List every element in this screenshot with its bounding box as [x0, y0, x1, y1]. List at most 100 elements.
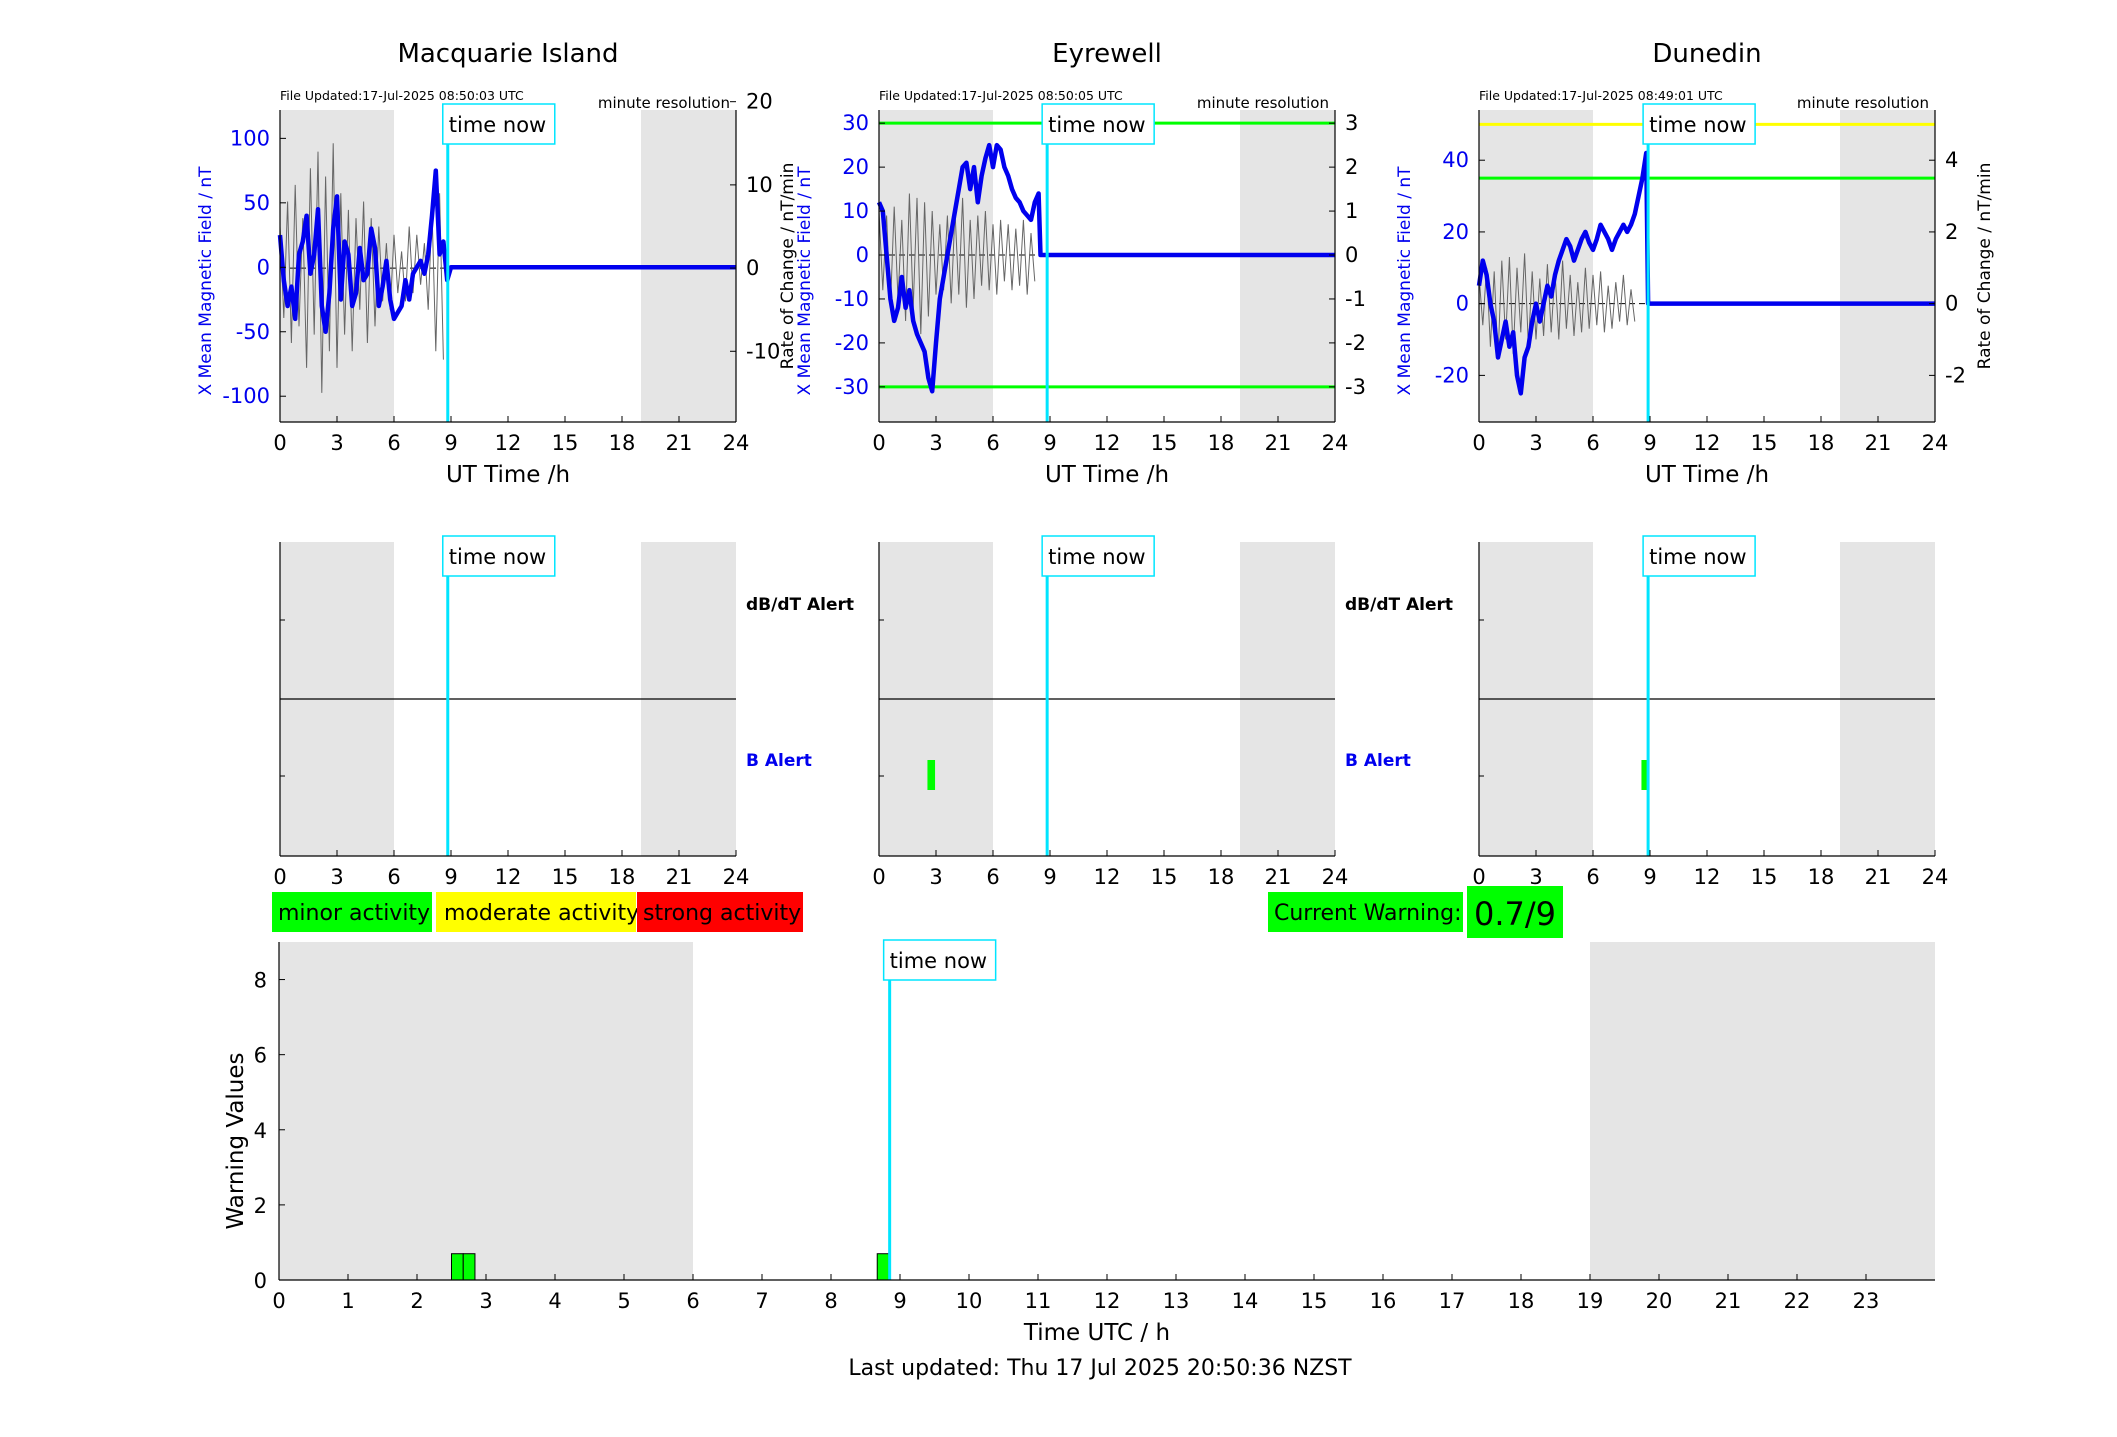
time-now-label: time now: [1048, 545, 1145, 569]
y-left-tick-label: -20: [1435, 363, 1469, 387]
y-left-axis-label: X Mean Magnetic Field / nT: [196, 166, 216, 396]
x-tick-label: 24: [1922, 865, 1949, 889]
time-now-box: [882, 939, 997, 981]
x-tick-label: 9: [1043, 865, 1056, 889]
x-axis-label: UT Time /h: [446, 462, 570, 488]
legend-moderate-swatch: [436, 892, 636, 932]
x-tick-label: 9: [893, 1289, 906, 1313]
y-left-tick-label: -50: [236, 320, 270, 344]
y-left-tick-label: 10: [842, 199, 869, 223]
x-tick-label: 6: [1586, 431, 1599, 455]
alert-plots: time now 0 3 6 9 12 15 18 21 24 dB/dT Alert B Alert…: [273, 535, 1949, 889]
y-right-tick-label: -2: [1945, 363, 1966, 387]
x-tick-label: 18: [1208, 865, 1235, 889]
file-updated: File Updated:17-Jul-2025 08:49:01 UTC: [1479, 88, 1723, 103]
y-left-tick-label: -20: [835, 331, 869, 355]
x-tick-label: 4: [548, 1289, 561, 1313]
file-updated: File Updated:17-Jul-2025 08:50:03 UTC: [280, 88, 524, 103]
night-shading: [279, 942, 693, 1280]
y-left-tick-label: 100: [230, 126, 270, 150]
warning-bar: [451, 1253, 464, 1281]
x-tick-label: 21: [1265, 865, 1292, 889]
time-now-label: time now: [449, 545, 546, 569]
x-tick-label: 16: [1370, 1289, 1397, 1313]
x-tick-label: 12: [495, 865, 522, 889]
x-tick-label: 18: [1208, 431, 1235, 455]
night-shading: [1840, 110, 1935, 422]
station-title: Eyrewell: [1052, 39, 1162, 69]
x-tick-label: 18: [1808, 865, 1835, 889]
x-tick-label: 12: [1694, 431, 1721, 455]
x-tick-label: 9: [444, 865, 457, 889]
x-tick-label: 18: [609, 431, 636, 455]
y-right-tick-label: 3: [1345, 111, 1358, 135]
x-tick-label: 2: [410, 1289, 423, 1313]
x-tick-label: 9: [444, 431, 457, 455]
x-tick-label: 0: [1472, 865, 1485, 889]
y-left-tick-label: 50: [243, 191, 270, 215]
y-left-tick-label: 40: [1442, 148, 1469, 172]
night-shading: [1240, 110, 1335, 422]
night-shading: [1479, 110, 1593, 422]
station-title: Dunedin: [1652, 39, 1761, 69]
x-field-series-line: [1476, 150, 1935, 396]
x-tick-label: 12: [1094, 865, 1121, 889]
current-warning-value: 0.7/9: [1474, 895, 1556, 933]
x-tick-label: 12: [1694, 865, 1721, 889]
x-tick-label: 12: [1094, 431, 1121, 455]
time-now-label: time now: [1649, 545, 1746, 569]
x-tick-label: 15: [1751, 865, 1778, 889]
x-tick-label: 6: [1586, 865, 1599, 889]
y-tick-label: 6: [254, 1044, 267, 1068]
x-tick-label: 6: [387, 431, 400, 455]
time-now-label: time now: [449, 113, 546, 137]
x-tick-label: 23: [1853, 1289, 1880, 1313]
x-tick-label: 0: [1472, 431, 1485, 455]
x-tick-label: 21: [1865, 431, 1892, 455]
x-tick-label: 0: [272, 1289, 285, 1313]
x-tick-label: 6: [387, 865, 400, 889]
alert-plot-3: time now 0 3 6 9 12 15 18 21 24: [1472, 535, 1949, 889]
night-shading: [1590, 942, 1935, 1280]
x-tick-label: 9: [1643, 865, 1656, 889]
time-now-box: [1041, 535, 1155, 577]
x-tick-label: 15: [1151, 431, 1178, 455]
x-tick-label: 17: [1439, 1289, 1466, 1313]
time-now-box: [442, 535, 556, 577]
x-tick-label: 21: [1715, 1289, 1742, 1313]
x-tick-label: 14: [1232, 1289, 1259, 1313]
x-tick-label: 20: [1646, 1289, 1673, 1313]
x-tick-label: 15: [1151, 865, 1178, 889]
legend-minor-label: minor activity: [278, 901, 430, 926]
legend-minor-swatch: [272, 892, 432, 932]
b-alert-bar: [1641, 760, 1650, 790]
resolution-label: minute resolution: [1797, 94, 1929, 112]
x-tick-label: 1: [341, 1289, 354, 1313]
x-tick-label: 12: [495, 431, 522, 455]
x-tick-label: 3: [1529, 865, 1542, 889]
y-tick-label: 0: [254, 1269, 267, 1293]
y-right-tick-label: 0: [1945, 292, 1958, 316]
x-tick-label: 6: [986, 431, 999, 455]
warning-bar: [876, 1253, 890, 1281]
x-field-series-line: [277, 168, 736, 335]
alert-plot-2: time now 0 3 6 9 12 15 18 21 24 dB/dT Alert B Alert: [872, 535, 1453, 889]
x-tick-label: 12: [1094, 1289, 1121, 1313]
current-warning: Current Warning: 0.7/9: [1268, 886, 1563, 938]
x-tick-label: 5: [617, 1289, 630, 1313]
current-warning-box: [1268, 892, 1463, 932]
y-left-tick-label: -10: [835, 287, 869, 311]
time-now-box: [1041, 103, 1155, 145]
last-updated: Last updated: Thu 17 Jul 2025 20:50:36 N…: [848, 1356, 1352, 1381]
x-tick-label: 11: [1025, 1289, 1052, 1313]
y-left-tick-label: 30: [842, 111, 869, 135]
x-tick-label: 24: [723, 865, 750, 889]
warning-bar: [462, 1253, 476, 1281]
resolution-label: minute resolution: [598, 94, 730, 112]
x-tick-label: 24: [1322, 431, 1349, 455]
time-now-box: [442, 103, 556, 145]
